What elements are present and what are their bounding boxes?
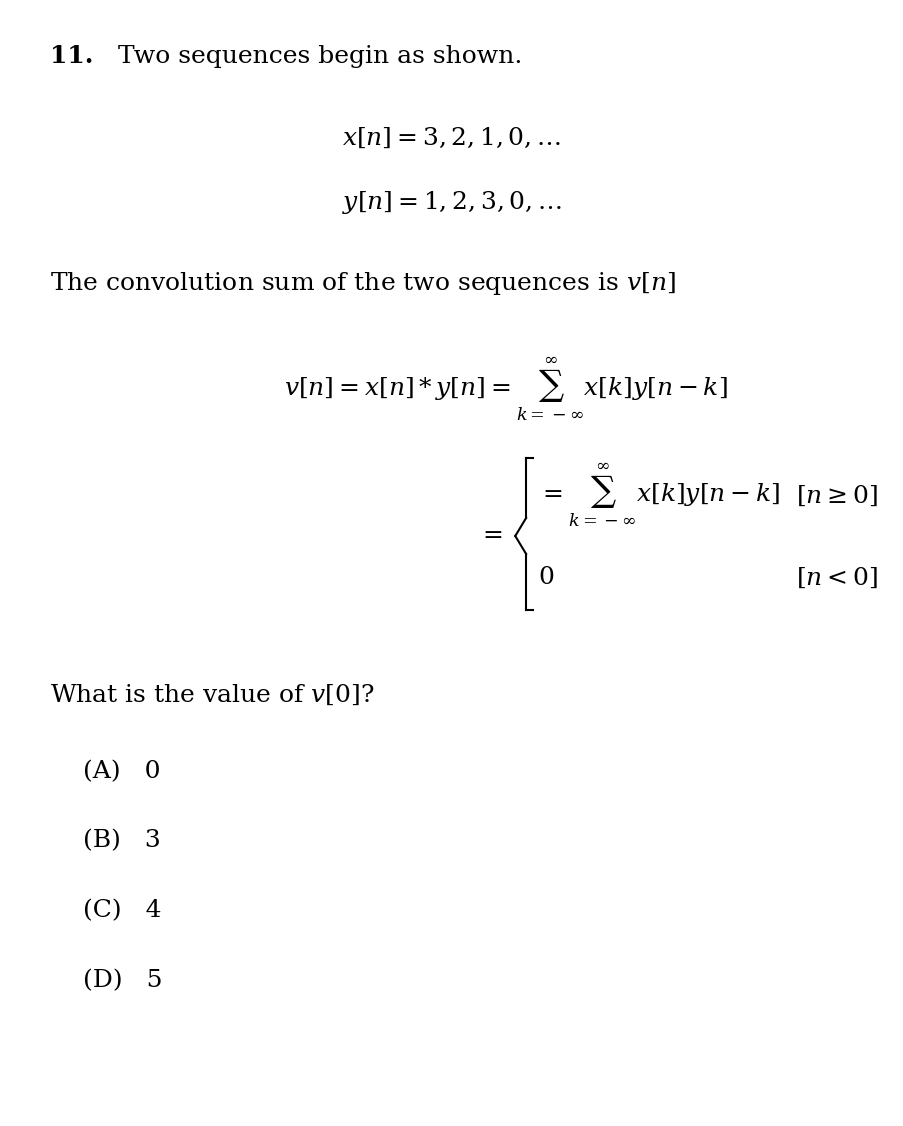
Text: What is the value of $v[0]$?: What is the value of $v[0]$? [50,682,374,707]
Text: $[n \geq 0]$: $[n \geq 0]$ [795,483,877,508]
Text: (B)   3: (B) 3 [83,830,161,852]
Text: (C)   4: (C) 4 [83,900,162,922]
Text: $y[n] = 1, 2, 3, 0, \ldots$: $y[n] = 1, 2, 3, 0, \ldots$ [341,189,562,216]
Text: $x[n] = 3, 2, 1, 0, \ldots$: $x[n] = 3, 2, 1, 0, \ldots$ [342,125,561,150]
Text: $0$: $0$ [537,566,554,589]
Text: 11.: 11. [50,44,93,69]
Text: (D)   5: (D) 5 [83,969,163,992]
Text: Two sequences begin as shown.: Two sequences begin as shown. [102,45,522,68]
Text: $[n < 0]$: $[n < 0]$ [795,565,877,590]
Text: The convolution sum of the two sequences is $v[n]$: The convolution sum of the two sequences… [50,270,675,297]
Text: (A)   0: (A) 0 [83,760,161,783]
Text: $v[n] = x[n] * y[n] = \sum_{k=-\infty}^{\infty} x[k]y[n-k]$: $v[n] = x[n] * y[n] = \sum_{k=-\infty}^{… [284,355,727,422]
Text: $= \sum_{k=-\infty}^{\infty} x[k]y[n-k]$: $= \sum_{k=-\infty}^{\infty} x[k]y[n-k]$ [537,462,779,529]
Text: =: = [481,525,503,547]
